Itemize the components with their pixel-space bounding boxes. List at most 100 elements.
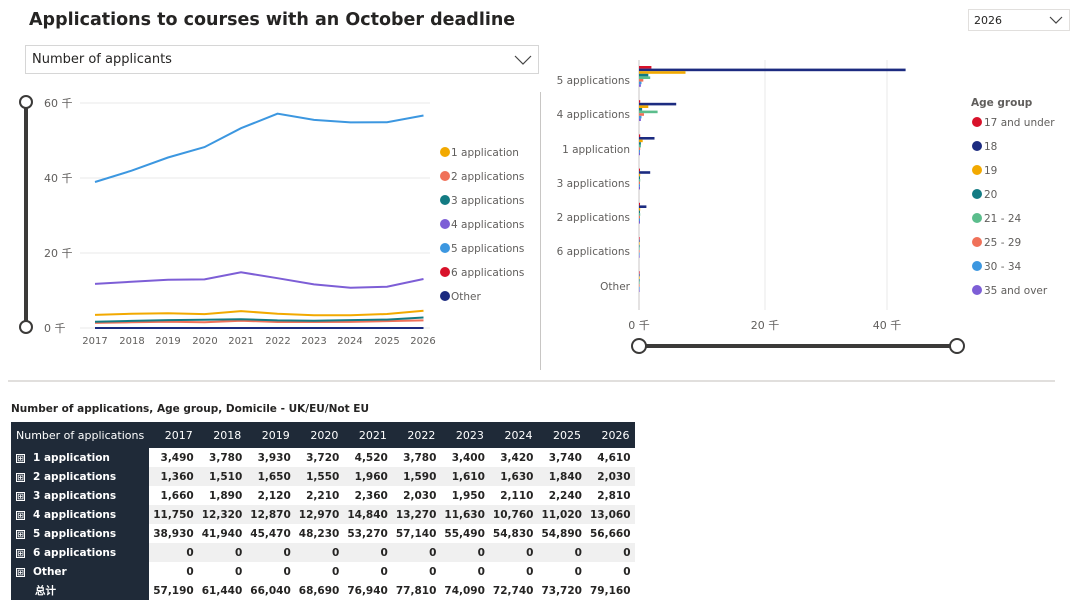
bar[interactable]	[639, 100, 641, 103]
bar[interactable]	[639, 279, 640, 282]
bar[interactable]	[639, 244, 640, 248]
bar[interactable]	[639, 184, 640, 187]
bar[interactable]	[639, 71, 686, 74]
bar[interactable]	[639, 252, 640, 256]
bar[interactable]	[639, 113, 644, 116]
bar[interactable]	[639, 115, 642, 119]
bar[interactable]	[639, 202, 640, 206]
column-header[interactable]: 2019	[246, 422, 295, 448]
legend-label[interactable]: 19	[984, 165, 997, 177]
bar[interactable]	[639, 144, 641, 148]
bar[interactable]	[639, 168, 640, 172]
bar[interactable]	[639, 150, 640, 153]
bar[interactable]	[639, 221, 640, 224]
bar[interactable]	[639, 179, 641, 182]
bar[interactable]	[639, 205, 647, 208]
legend-label[interactable]: 5 applications	[451, 243, 524, 255]
bar[interactable]	[639, 81, 642, 85]
expand-icon[interactable]: ⊞	[16, 548, 25, 558]
bar[interactable]	[639, 73, 649, 77]
year-dropdown[interactable]: 2026	[968, 9, 1070, 31]
series-line[interactable]	[94, 316, 424, 323]
series-line[interactable]	[94, 112, 424, 183]
bar[interactable]	[639, 273, 640, 277]
bar[interactable]	[639, 76, 651, 79]
column-header[interactable]: 2018	[197, 422, 247, 448]
legend-label[interactable]: 1 application	[451, 147, 519, 159]
bar[interactable]	[639, 250, 640, 253]
bar[interactable]	[639, 247, 640, 250]
legend-label[interactable]: 35 and over	[984, 285, 1048, 297]
column-header[interactable]: Number of applications	[11, 422, 150, 448]
bar[interactable]	[639, 171, 651, 174]
legend-label[interactable]: 4 applications	[451, 219, 524, 231]
legend-label[interactable]: 20	[984, 189, 997, 201]
column-header[interactable]: 2017	[149, 422, 198, 448]
bar[interactable]	[639, 242, 640, 245]
zoom-slider-handle-bottom[interactable]	[19, 320, 33, 334]
bar[interactable]	[639, 237, 640, 240]
bar[interactable]	[639, 139, 643, 143]
bar[interactable]	[639, 152, 640, 156]
expand-icon[interactable]: ⊞	[16, 567, 25, 577]
bar[interactable]	[639, 215, 640, 219]
bar[interactable]	[639, 186, 640, 190]
column-header[interactable]: 2023	[440, 422, 489, 448]
bar[interactable]	[639, 110, 658, 114]
column-header[interactable]: 2021	[343, 422, 392, 448]
bar[interactable]	[639, 84, 641, 87]
bar[interactable]	[639, 239, 640, 243]
bar[interactable]	[639, 147, 641, 150]
series-line[interactable]	[94, 309, 424, 317]
zoom-slider-handle-right[interactable]	[949, 338, 965, 354]
bar[interactable]	[639, 108, 643, 111]
expand-icon[interactable]: ⊞	[16, 453, 25, 463]
expand-icon[interactable]: ⊞	[16, 529, 25, 539]
bar[interactable]	[639, 286, 640, 290]
bar[interactable]	[639, 255, 640, 258]
bar[interactable]	[639, 284, 640, 287]
bar[interactable]	[639, 68, 906, 72]
bar[interactable]	[639, 66, 652, 69]
metric-dropdown[interactable]: Number of applicants	[25, 45, 539, 74]
bar[interactable]	[639, 181, 640, 185]
bar[interactable]	[639, 289, 640, 292]
legend-label[interactable]: 3 applications	[451, 195, 524, 207]
bar[interactable]	[639, 271, 640, 274]
legend-label[interactable]: 21 - 24	[984, 213, 1022, 225]
legend-label[interactable]: Other	[451, 291, 481, 303]
series-line[interactable]	[94, 271, 424, 289]
column-header[interactable]: 2026	[585, 422, 635, 448]
bar[interactable]	[639, 176, 640, 179]
bar[interactable]	[639, 173, 641, 177]
column-header[interactable]: 2022	[391, 422, 441, 448]
bar[interactable]	[639, 281, 640, 285]
expand-icon[interactable]: ⊞	[16, 491, 25, 501]
bar[interactable]	[639, 105, 649, 108]
expand-icon[interactable]: ⊞	[16, 510, 25, 520]
legend-label[interactable]: 30 - 34	[984, 261, 1022, 273]
bar[interactable]	[639, 102, 677, 106]
bar[interactable]	[639, 218, 640, 221]
zoom-slider-handle-left[interactable]	[631, 338, 647, 354]
column-header[interactable]: 2025	[537, 422, 586, 448]
legend-label[interactable]: 25 - 29	[984, 237, 1021, 249]
bar[interactable]	[639, 134, 641, 137]
series-line[interactable]	[94, 319, 424, 324]
legend-label[interactable]: 2 applications	[451, 171, 524, 183]
column-header[interactable]: 2024	[488, 422, 538, 448]
legend-label[interactable]: 18	[984, 141, 997, 153]
bar[interactable]	[639, 79, 644, 82]
bar[interactable]	[639, 137, 655, 140]
bar[interactable]	[639, 208, 641, 211]
column-header[interactable]: 2020	[294, 422, 344, 448]
bar[interactable]	[639, 210, 640, 214]
legend-label[interactable]: 6 applications	[451, 267, 524, 279]
bar[interactable]	[639, 118, 641, 121]
bar[interactable]	[639, 213, 641, 216]
bar[interactable]	[639, 142, 641, 145]
expand-icon[interactable]: ⊞	[16, 472, 25, 482]
bar[interactable]	[639, 276, 640, 279]
zoom-slider-handle-top[interactable]	[19, 95, 33, 109]
legend-label[interactable]: 17 and under	[984, 117, 1055, 129]
